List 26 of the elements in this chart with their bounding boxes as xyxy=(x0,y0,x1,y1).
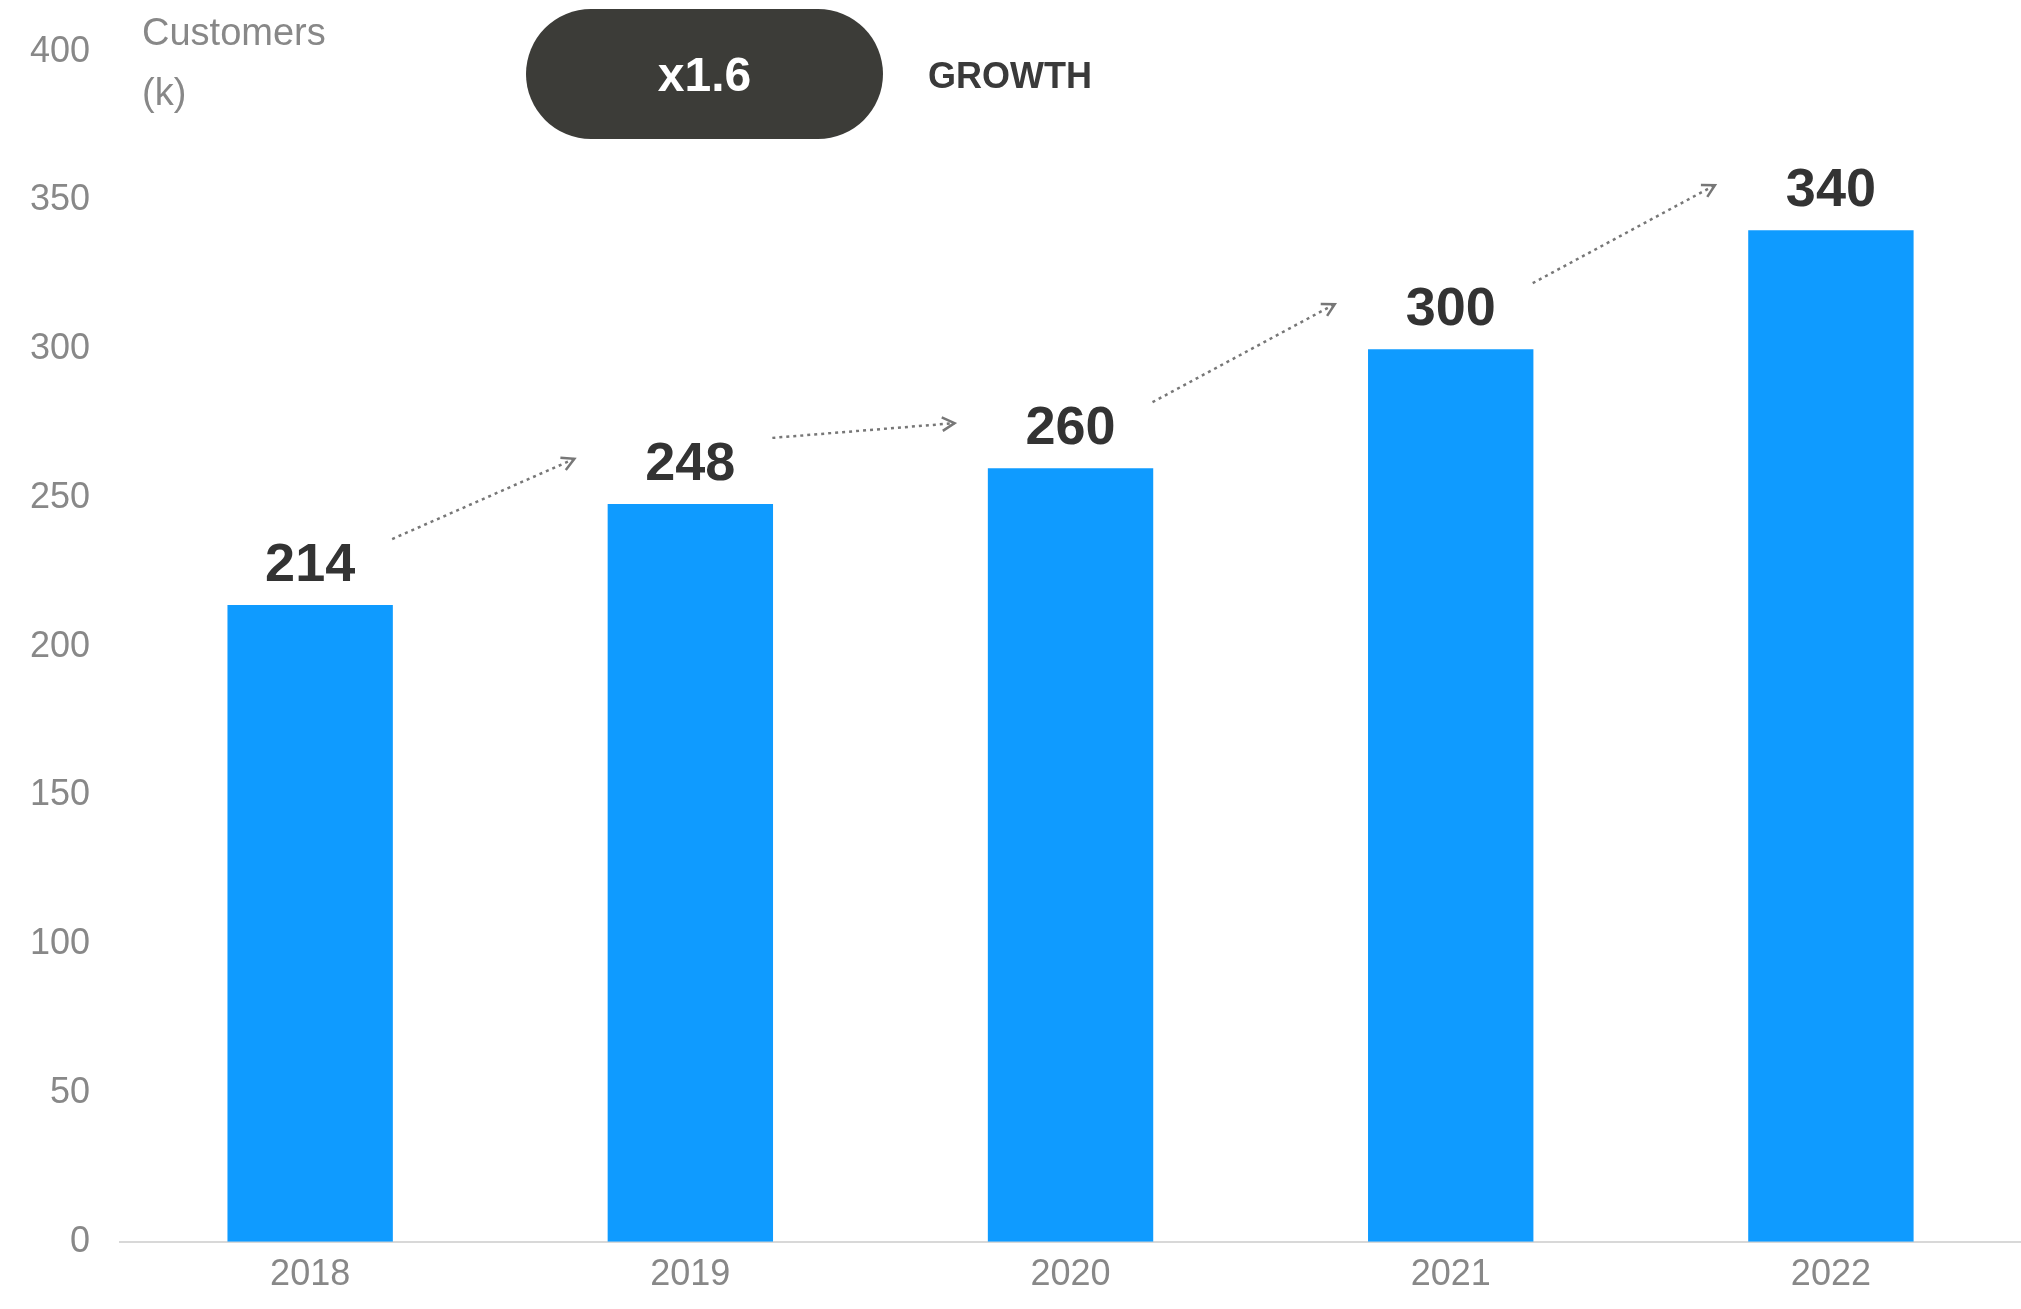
y-axis-title: Customers (k) xyxy=(142,10,327,115)
y-tick-label: 300 xyxy=(29,326,91,368)
data-label: 340 xyxy=(1785,157,1876,218)
bar xyxy=(987,468,1154,1242)
y-tick-label: 150 xyxy=(29,772,91,814)
bar xyxy=(1748,230,1914,1242)
y-tick-label: 400 xyxy=(29,28,91,70)
annotation: GROWTH xyxy=(928,55,1092,97)
bar xyxy=(607,503,774,1242)
x-tick-label: 2019 xyxy=(650,1252,731,1294)
y-tick-label: 0 xyxy=(70,1218,91,1260)
x-tick-label: 2020 xyxy=(1030,1252,1111,1294)
x-tick-label: 2022 xyxy=(1790,1252,1871,1294)
bar xyxy=(227,605,393,1242)
y-tick-label: 200 xyxy=(29,623,91,665)
x-tick-label: 2018 xyxy=(270,1252,351,1294)
data-label: 248 xyxy=(645,430,736,491)
bar xyxy=(1368,349,1534,1242)
y-tick-label: 350 xyxy=(29,177,91,219)
y-tick-label: 100 xyxy=(29,921,91,963)
y-tick-label: 250 xyxy=(29,474,91,516)
data-label: 214 xyxy=(265,531,356,592)
x-tick-label: 2021 xyxy=(1410,1252,1491,1294)
y-tick-label: 50 xyxy=(50,1069,91,1111)
data-label: 260 xyxy=(1025,395,1116,456)
data-label: 300 xyxy=(1405,276,1496,337)
